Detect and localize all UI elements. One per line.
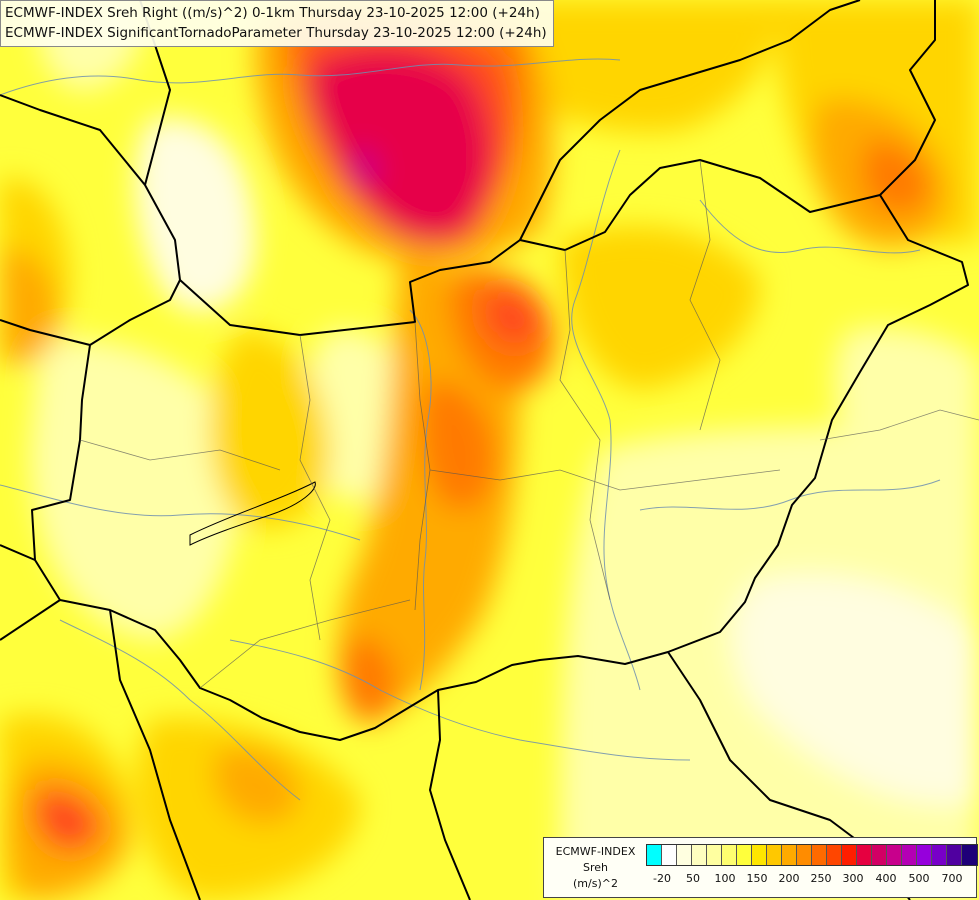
legend-swatch <box>677 845 692 865</box>
legend-tick-label: 300 <box>842 872 864 885</box>
legend-swatch <box>827 845 842 865</box>
border-slovakia-poland <box>139 0 181 281</box>
legend-tick-label: 50 <box>686 872 700 885</box>
sreh-contour-low <box>30 338 241 640</box>
legend-tick-label: 500 <box>908 872 930 885</box>
sreh-contour-very-low <box>135 118 256 312</box>
legend-swatch <box>722 845 737 865</box>
legend-tick-label: -20 <box>653 872 671 885</box>
legend-swatch <box>932 845 947 865</box>
legend-swatch <box>782 845 797 865</box>
legend-ticks: -20 50 100 150 200 250 300 400 500 700 <box>646 872 978 888</box>
sreh-contour-very-high <box>484 289 541 346</box>
legend-swatch <box>647 845 662 865</box>
title-line-stp: ECMWF-INDEX SignificantTornadoParameter … <box>5 25 547 41</box>
legend-swatch <box>962 845 977 865</box>
legend-swatch <box>767 845 782 865</box>
legend-tick-label: 150 <box>746 872 768 885</box>
legend-swatch <box>842 845 857 865</box>
rivers <box>0 58 941 801</box>
legend-swatch <box>887 845 902 865</box>
legend-swatch <box>947 845 962 865</box>
border-hungary <box>31 159 969 741</box>
legend-swatch <box>752 845 767 865</box>
border-ukraine-romania <box>879 0 936 196</box>
legend-swatch <box>857 845 872 865</box>
legend-swatch <box>707 845 722 865</box>
sreh-contour-very-high <box>34 789 100 850</box>
color-legend: ECMWF-INDEX Sreh (m/s)^2 -20 50 100 150 200 2… <box>543 837 978 898</box>
legend-model: ECMWF-INDEX <box>555 845 636 858</box>
legend-tick-label: 200 <box>778 872 800 885</box>
map-title-box: ECMWF-INDEX Sreh Right ((m/s)^2) 0-1km T… <box>0 0 554 47</box>
legend-swatch <box>737 845 752 865</box>
legend-header: ECMWF-INDEX Sreh (m/s)^2 <box>548 844 643 892</box>
legend-tick-label: 700 <box>941 872 963 885</box>
sreh-contour-elevated <box>0 248 60 364</box>
sreh-contour-elevated <box>337 260 520 720</box>
border-north <box>519 0 861 241</box>
legend-tick-label: 100 <box>714 872 736 885</box>
legend-tick-label: 400 <box>875 872 897 885</box>
legend-swatch <box>692 845 707 865</box>
sreh-contour-mid <box>560 225 760 390</box>
legend-swatches <box>646 844 978 866</box>
sreh-contour-low <box>835 327 979 546</box>
border-austria <box>0 319 91 346</box>
legend-tick-label: 250 <box>810 872 832 885</box>
sreh-contour-high <box>340 638 396 723</box>
sreh-contour-elevated <box>213 747 300 824</box>
legend-unit: (m/s)^2 <box>573 877 618 890</box>
sreh-contour-extreme <box>308 48 492 243</box>
sreh-contour-mid <box>210 330 330 528</box>
legend-swatch <box>662 845 677 865</box>
legend-swatch <box>917 845 932 865</box>
sreh-contour-high <box>421 380 496 510</box>
border-serbia-croatia <box>429 689 471 900</box>
legend-variable: Sreh <box>582 861 608 874</box>
border-croatia-slovenia <box>0 544 201 900</box>
legend-swatch <box>872 845 887 865</box>
legend-swatch <box>797 845 812 865</box>
regional-borders <box>79 159 979 689</box>
legend-swatch <box>812 845 827 865</box>
title-line-sreh: ECMWF-INDEX Sreh Right ((m/s)^2) 0-1km T… <box>5 5 540 21</box>
border-west-north <box>0 94 146 186</box>
lake-balaton <box>189 481 316 546</box>
sreh-contour-very-low <box>731 574 979 804</box>
legend-swatch <box>902 845 917 865</box>
sreh-contour-peak <box>351 148 378 187</box>
